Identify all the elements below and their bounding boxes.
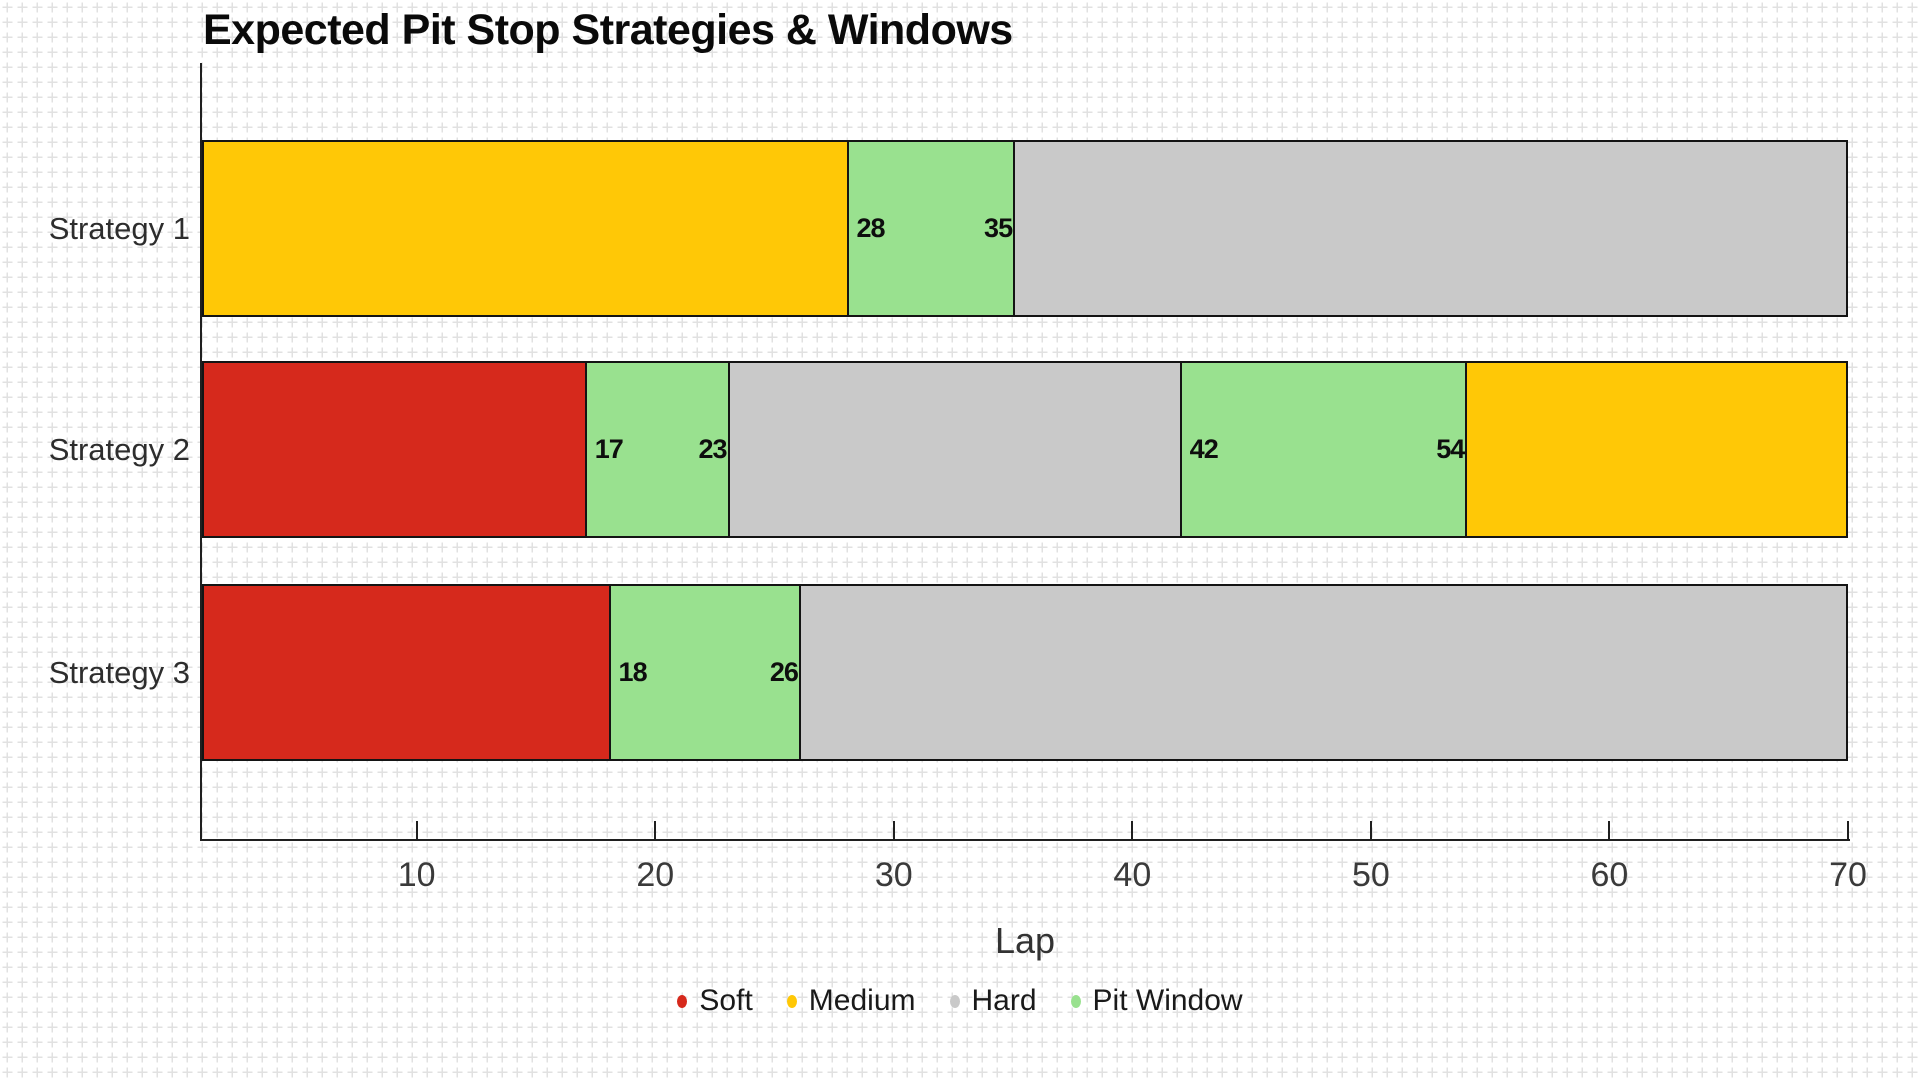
- segment-hard: [727, 363, 1180, 536]
- pit-window-start-label: 42: [1189, 434, 1219, 464]
- strategy-bar: 17 23 42 54: [202, 361, 1848, 538]
- legend: Soft Medium Hard Pit Window: [0, 984, 1920, 1018]
- x-axis-tick-label: 20: [636, 856, 675, 894]
- segment-soft: [204, 586, 609, 759]
- strategy-bar: 18 26: [202, 584, 1848, 761]
- pit-window-start-label: 18: [618, 657, 648, 687]
- x-axis-tick: [1369, 821, 1372, 839]
- legend-label: Medium: [808, 984, 916, 1017]
- x-axis-tick: [654, 821, 657, 839]
- pit-window-start-label: 28: [856, 213, 886, 243]
- segment-hard: [1013, 142, 1846, 315]
- legend-item-medium: Medium: [786, 984, 916, 1018]
- x-axis-tick-label: 10: [397, 856, 436, 894]
- legend-item-pit-window: Pit Window: [1070, 984, 1243, 1018]
- x-axis-tick: [415, 821, 418, 839]
- x-axis-line: [200, 839, 1850, 841]
- legend-label: Soft: [699, 984, 753, 1017]
- x-axis-tick-label: 30: [874, 856, 913, 894]
- legend-label: Hard: [971, 984, 1037, 1017]
- pit-window-end-label: 23: [698, 434, 727, 464]
- legend-label: Pit Window: [1092, 984, 1243, 1017]
- legend-dot-icon: [677, 994, 688, 1008]
- pit-window-end-label: 35: [984, 213, 1013, 243]
- legend-dot-icon: [786, 994, 797, 1008]
- x-axis-tick-label: 60: [1590, 856, 1629, 894]
- legend-item-hard: Hard: [949, 984, 1037, 1018]
- x-axis-tick-label: 70: [1829, 856, 1867, 894]
- x-axis-tick: [1608, 821, 1611, 839]
- x-axis-title: Lap: [994, 920, 1056, 961]
- legend-dot-icon: [949, 994, 960, 1008]
- segment-pit-window: 28 35: [846, 142, 1013, 315]
- segment-pit-window: 42 54: [1179, 363, 1465, 536]
- x-axis-tick: [892, 821, 895, 839]
- pit-window-end-label: 26: [769, 657, 799, 687]
- x-axis-tick-label: 40: [1113, 856, 1152, 894]
- segment-pit-window: 17 23: [584, 363, 728, 536]
- category-label: Strategy 1: [48, 210, 190, 246]
- y-axis-line: [200, 63, 202, 841]
- segment-soft: [204, 363, 585, 536]
- segment-pit-window: 18 26: [608, 586, 799, 759]
- x-axis-tick-label: 50: [1351, 856, 1390, 894]
- strategy-bar: 28 35: [202, 140, 1848, 317]
- segment-medium: [1465, 363, 1846, 536]
- pit-window-end-label: 54: [1436, 434, 1465, 464]
- x-axis-tick: [1847, 821, 1849, 839]
- legend-item-soft: Soft: [677, 984, 753, 1018]
- chart-title: Expected Pit Stop Strategies & Windows: [203, 6, 1013, 54]
- legend-dot-icon: [1070, 994, 1081, 1008]
- category-label: Strategy 3: [48, 654, 190, 690]
- pit-window-start-label: 17: [594, 434, 624, 464]
- segment-hard: [798, 586, 1846, 759]
- segment-medium: [204, 142, 847, 315]
- category-label: Strategy 2: [48, 431, 190, 467]
- x-axis-tick: [1131, 821, 1134, 839]
